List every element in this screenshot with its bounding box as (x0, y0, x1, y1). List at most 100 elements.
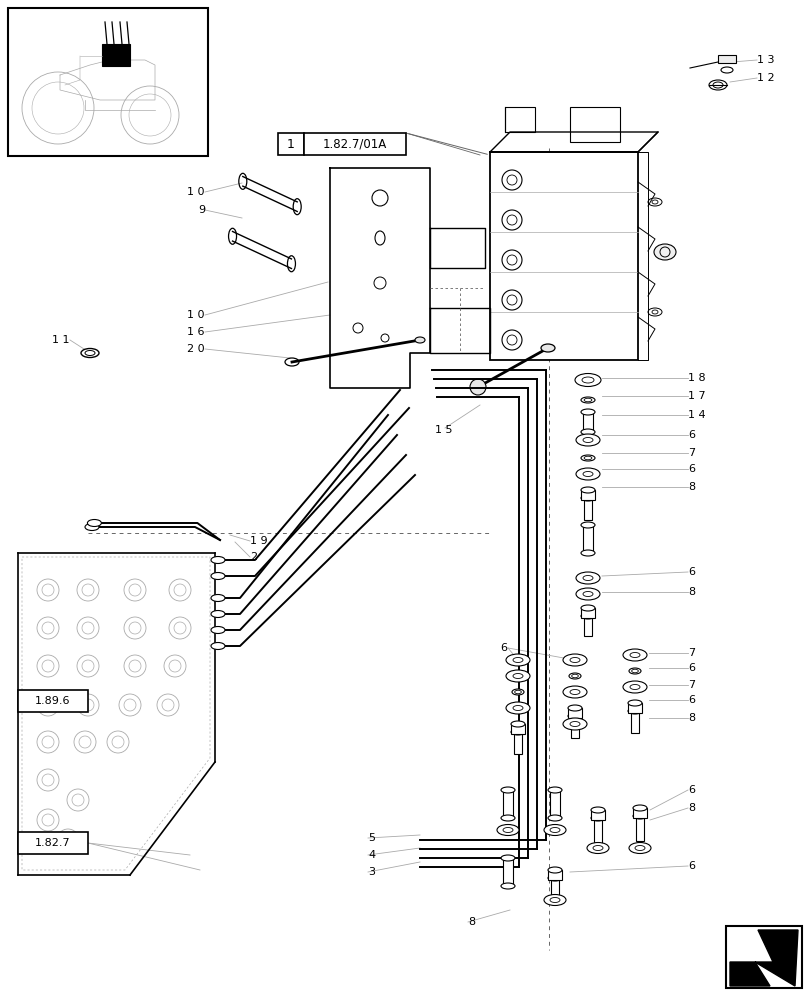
Ellipse shape (540, 344, 554, 352)
Bar (633, 808, 646, 818)
Bar (570, 716, 578, 738)
Ellipse shape (653, 244, 676, 260)
Bar (582, 525, 592, 553)
Bar (18, 832, 88, 854)
Text: 9: 9 (198, 205, 204, 215)
Bar (502, 858, 513, 886)
Text: 1 7: 1 7 (687, 391, 705, 401)
Text: 7: 7 (687, 448, 694, 458)
Ellipse shape (582, 576, 592, 580)
Ellipse shape (211, 572, 225, 580)
Ellipse shape (549, 897, 560, 902)
Ellipse shape (582, 591, 592, 596)
Text: 2: 2 (250, 552, 257, 562)
Ellipse shape (85, 524, 99, 530)
Polygon shape (729, 930, 797, 986)
Ellipse shape (505, 670, 530, 682)
Ellipse shape (505, 654, 530, 666)
Ellipse shape (547, 875, 561, 881)
Ellipse shape (622, 681, 646, 693)
Bar (277, 133, 303, 155)
Ellipse shape (582, 472, 592, 477)
Ellipse shape (88, 520, 101, 526)
Polygon shape (18, 553, 215, 875)
Ellipse shape (581, 397, 594, 403)
Bar (590, 810, 604, 820)
Ellipse shape (629, 652, 639, 658)
Bar (717, 55, 735, 63)
Ellipse shape (513, 706, 522, 710)
Ellipse shape (634, 845, 644, 850)
Text: 1 1: 1 1 (52, 335, 70, 345)
Text: 5: 5 (367, 833, 375, 843)
Ellipse shape (513, 658, 522, 662)
Ellipse shape (547, 787, 561, 793)
Text: 1 0: 1 0 (187, 310, 204, 320)
Bar (581, 490, 594, 500)
Text: 4: 4 (367, 850, 375, 860)
Text: 1.82.7/01A: 1.82.7/01A (323, 138, 387, 151)
Ellipse shape (502, 827, 513, 832)
Polygon shape (329, 168, 430, 388)
Ellipse shape (569, 690, 579, 694)
Ellipse shape (568, 713, 581, 719)
Bar (502, 790, 513, 818)
Ellipse shape (633, 813, 646, 819)
Ellipse shape (562, 654, 586, 666)
Ellipse shape (581, 613, 594, 619)
Ellipse shape (581, 487, 594, 493)
Text: 7: 7 (687, 680, 694, 690)
Bar (583, 616, 591, 636)
Bar (725, 926, 801, 988)
Ellipse shape (622, 649, 646, 661)
Text: 1 0: 1 0 (187, 187, 204, 197)
Ellipse shape (582, 438, 592, 442)
Ellipse shape (513, 674, 522, 678)
Ellipse shape (549, 827, 560, 832)
Ellipse shape (627, 708, 642, 714)
Ellipse shape (211, 643, 225, 650)
Bar (513, 732, 521, 754)
Bar (303, 133, 406, 155)
Text: 8: 8 (687, 482, 694, 492)
Text: 1.89.6: 1.89.6 (35, 696, 71, 706)
Text: 6: 6 (500, 643, 506, 653)
Ellipse shape (569, 673, 581, 679)
Ellipse shape (500, 787, 514, 793)
Bar (549, 790, 560, 818)
Ellipse shape (562, 686, 586, 698)
Ellipse shape (496, 824, 518, 835)
Bar (583, 498, 591, 520)
Text: 8: 8 (687, 713, 694, 723)
Text: 1 5: 1 5 (435, 425, 452, 435)
Ellipse shape (627, 700, 642, 706)
Ellipse shape (590, 815, 604, 821)
Text: 6: 6 (687, 785, 694, 795)
Ellipse shape (500, 855, 514, 861)
Bar (569, 107, 620, 142)
Text: 1 9: 1 9 (250, 536, 268, 546)
Ellipse shape (592, 845, 603, 850)
Ellipse shape (575, 468, 599, 480)
Text: 2 0: 2 0 (187, 344, 204, 354)
Ellipse shape (211, 626, 225, 634)
Bar (627, 703, 642, 713)
Ellipse shape (547, 815, 561, 821)
Ellipse shape (569, 658, 579, 662)
Ellipse shape (581, 429, 594, 435)
Ellipse shape (500, 883, 514, 889)
Ellipse shape (629, 668, 640, 674)
Circle shape (470, 379, 486, 395)
Text: 1 2: 1 2 (756, 73, 774, 83)
Ellipse shape (510, 721, 525, 727)
Bar (8, 8, 208, 156)
Bar (504, 107, 534, 132)
Ellipse shape (581, 455, 594, 461)
Text: 1 8: 1 8 (687, 373, 705, 383)
Text: 8: 8 (467, 917, 474, 927)
Bar (547, 870, 561, 880)
Ellipse shape (581, 605, 594, 611)
Text: 3: 3 (367, 867, 375, 877)
Ellipse shape (512, 689, 523, 695)
Ellipse shape (581, 550, 594, 556)
